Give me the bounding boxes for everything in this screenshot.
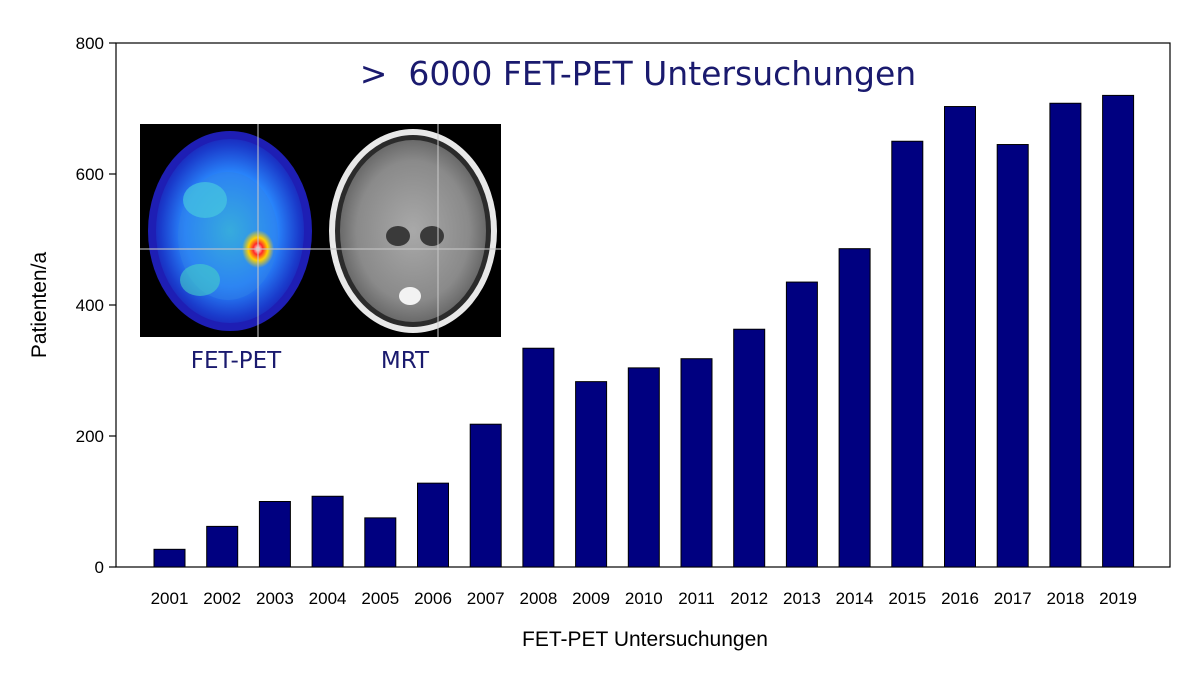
bar-2005 [364, 517, 397, 568]
x-tick-label: 2012 [730, 589, 768, 608]
bar-2003 [258, 501, 291, 568]
x-tick-label: 2002 [203, 589, 241, 608]
y-tick-label: 600 [76, 165, 104, 184]
bar-2015 [891, 140, 924, 568]
x-tick-label: 2018 [1046, 589, 1084, 608]
y-tick-label: 200 [76, 427, 104, 446]
bar-2011 [680, 358, 713, 568]
y-tick-label: 800 [76, 34, 104, 53]
x-tick-label: 2017 [994, 589, 1032, 608]
x-tick-label: 2001 [151, 589, 189, 608]
bar-2018 [1049, 102, 1082, 568]
x-axis: 2001 2002 2003 2004 2005 2006 2007 2008 2009 2010… [151, 589, 1137, 608]
x-tick-label: 2019 [1099, 589, 1137, 608]
x-tick-label: 2015 [888, 589, 926, 608]
chart-headline: > 6000 FET-PET Untersuchungen [360, 54, 916, 93]
x-tick-label: 2011 [678, 589, 715, 608]
bar-series [153, 94, 1135, 568]
y-axis-title: Patienten/a [28, 252, 51, 359]
bar-2006 [417, 482, 449, 568]
mri-caption: MRT [381, 348, 430, 374]
y-axis: 0 200 400 600 800 [76, 34, 116, 577]
x-tick-label: 2008 [519, 589, 557, 608]
bar-2012 [733, 328, 766, 568]
bar-2019 [1102, 94, 1135, 568]
bar-2017 [996, 144, 1029, 568]
bar-2010 [627, 367, 660, 568]
x-tick-label: 2014 [836, 589, 874, 608]
x-tick-label: 2009 [572, 589, 610, 608]
x-tick-label: 2007 [467, 589, 505, 608]
x-axis-title: FET-PET Untersuchungen [522, 628, 768, 651]
x-tick-label: 2010 [625, 589, 663, 608]
bar-2013 [785, 281, 818, 568]
x-tick-label: 2016 [941, 589, 979, 608]
bar-2008 [522, 347, 555, 568]
x-tick-label: 2013 [783, 589, 821, 608]
brain-scan-inset: FET-PET MRT [140, 124, 501, 374]
bar-2009 [575, 381, 608, 568]
x-tick-label: 2005 [361, 589, 399, 608]
x-tick-label: 2003 [256, 589, 294, 608]
bar-2004 [311, 495, 344, 568]
y-tick-label: 0 [95, 558, 104, 577]
bar-2002 [206, 525, 239, 568]
bar-2016 [944, 106, 976, 568]
x-tick-label: 2006 [414, 589, 452, 608]
bar-2007 [469, 423, 502, 568]
bar-2014 [838, 248, 871, 568]
pet-caption: FET-PET [191, 348, 282, 374]
x-tick-label: 2004 [309, 589, 347, 608]
bar-2001 [153, 548, 186, 568]
y-tick-label: 400 [76, 296, 104, 315]
